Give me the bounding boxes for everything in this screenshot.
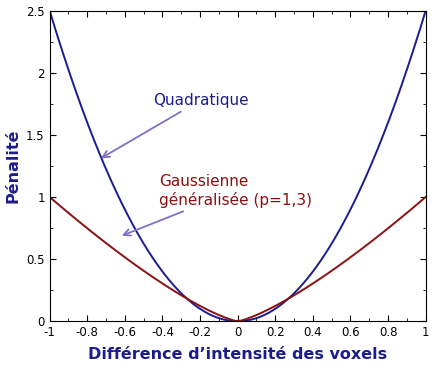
Text: Gaussienne
généralisée (p=1,3): Gaussienne généralisée (p=1,3) [123,174,311,236]
Y-axis label: Pénalité: Pénalité [6,129,20,203]
X-axis label: Différence d’intensité des voxels: Différence d’intensité des voxels [88,347,386,362]
Text: Quadratique: Quadratique [102,92,248,157]
